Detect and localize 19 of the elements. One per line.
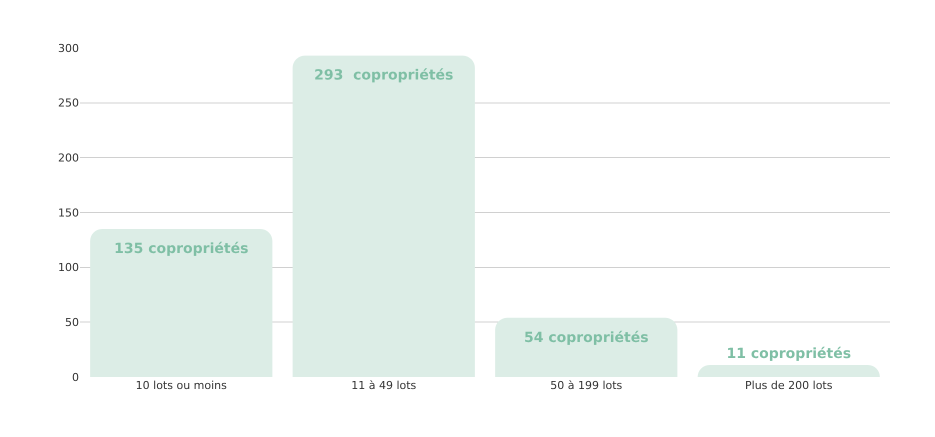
x-tick-label: 10 lots ou moins	[136, 379, 228, 392]
y-tick-label: 250	[58, 96, 79, 110]
bar	[495, 318, 678, 377]
bar	[698, 364, 880, 377]
data-label: 11 copropriétés	[726, 346, 852, 362]
y-tick-label: 300	[58, 42, 79, 55]
data-label: 293 copropriétés	[314, 68, 454, 84]
y-tick-label: 50	[65, 316, 79, 330]
bar	[292, 56, 475, 377]
y-tick-label: 150	[58, 206, 79, 220]
data-label: 135 copropriétés	[114, 240, 248, 257]
x-tick-label: Plus de 200 lots	[745, 379, 833, 392]
y-tick-label: 100	[58, 261, 79, 274]
x-tick-label: 11 à 49 lots	[351, 379, 417, 392]
x-tick-label: 50 à 199 lots	[550, 379, 623, 392]
bar	[90, 228, 272, 377]
data-label: 54 copropriétés	[524, 330, 649, 346]
y-tick-label: 200	[58, 152, 79, 165]
y-tick-label: 0	[72, 370, 79, 384]
